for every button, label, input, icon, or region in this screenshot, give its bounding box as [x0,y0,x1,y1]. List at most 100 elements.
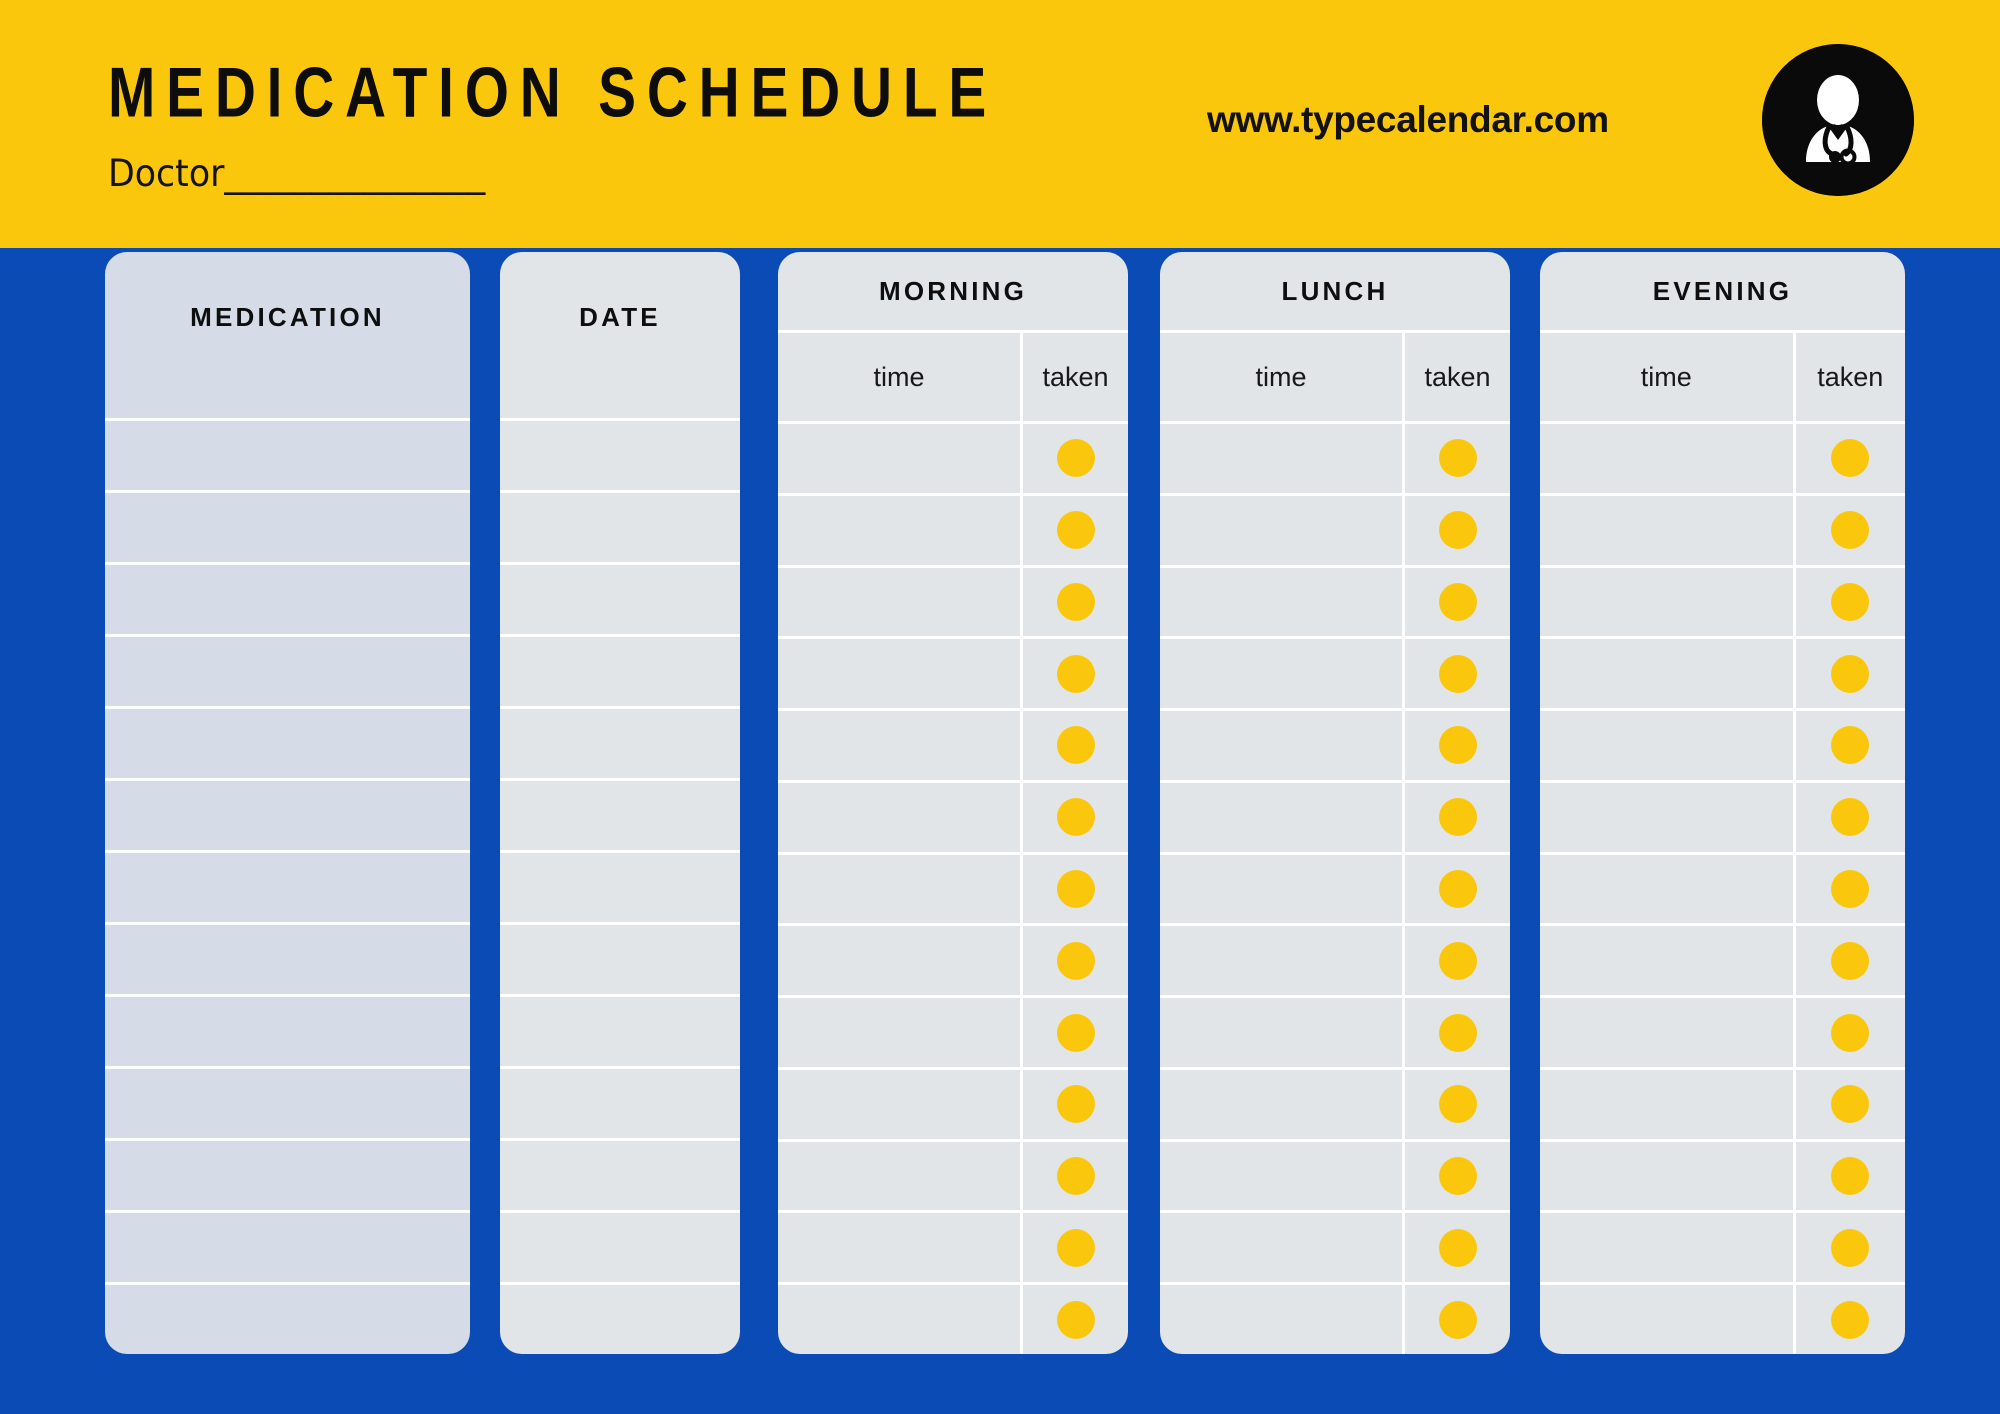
table-row[interactable] [778,995,1128,1067]
cell-evening-time[interactable] [1540,782,1796,852]
taken-dot-icon[interactable] [1438,1013,1477,1052]
taken-dot-icon[interactable] [1831,439,1870,478]
table-row[interactable] [1160,779,1510,852]
table-row[interactable] [105,850,470,922]
taken-dot-icon[interactable] [1438,941,1477,980]
table-row[interactable] [778,421,1128,493]
cell-lunch-time[interactable] [1160,639,1405,709]
cell-morning-time[interactable] [778,567,1023,637]
taken-dot-icon[interactable] [1831,726,1870,765]
cell-evening-time[interactable] [1540,926,1796,996]
taken-dot-icon[interactable] [1056,582,1095,621]
cell-lunch-taken[interactable] [1405,1070,1510,1139]
table-row[interactable] [105,922,470,994]
cell-evening-taken[interactable] [1796,1070,1906,1139]
table-row[interactable] [1160,1210,1510,1283]
taken-dot-icon[interactable] [1831,654,1870,693]
table-row[interactable] [105,1210,470,1282]
table-row[interactable] [500,850,740,922]
table-row[interactable] [1540,636,1905,709]
table-row[interactable] [105,634,470,706]
cell-lunch-time[interactable] [1160,1285,1405,1354]
table-row[interactable] [1540,923,1905,996]
cell-lunch-time[interactable] [1160,854,1405,924]
taken-dot-icon[interactable] [1056,439,1095,478]
cell-morning-taken[interactable] [1023,424,1128,493]
table-row[interactable] [105,1138,470,1210]
taken-dot-icon[interactable] [1438,1300,1477,1339]
cell-morning-taken[interactable] [1023,496,1128,565]
table-row[interactable] [1160,564,1510,637]
cell-date[interactable] [500,1285,740,1354]
cell-date[interactable] [500,925,740,994]
cell-date[interactable] [500,853,740,922]
cell-lunch-taken[interactable] [1405,1213,1510,1282]
table-row[interactable] [1540,708,1905,780]
cell-morning-taken[interactable] [1023,1070,1128,1139]
taken-dot-icon[interactable] [1438,869,1477,908]
table-row[interactable] [500,490,740,562]
table-row[interactable] [1540,995,1905,1067]
cell-medication[interactable] [105,853,470,922]
taken-dot-icon[interactable] [1438,1157,1477,1196]
table-row[interactable] [778,492,1128,565]
cell-morning-time[interactable] [778,854,1023,924]
cell-lunch-taken[interactable] [1405,855,1510,924]
cell-medication[interactable] [105,1285,470,1354]
cell-evening-time[interactable] [1540,998,1796,1067]
cell-morning-time[interactable] [778,1069,1023,1139]
cell-lunch-taken[interactable] [1405,783,1510,852]
table-row[interactable] [1160,995,1510,1067]
taken-dot-icon[interactable] [1056,869,1095,908]
table-row[interactable] [105,1066,470,1138]
taken-dot-icon[interactable] [1056,726,1095,765]
table-row[interactable] [1540,1066,1906,1139]
cell-morning-time[interactable] [778,495,1023,565]
cell-lunch-taken[interactable] [1405,639,1510,708]
cell-lunch-time[interactable] [1160,782,1405,852]
cell-lunch-taken[interactable] [1405,424,1510,493]
cell-evening-time[interactable] [1540,854,1796,924]
cell-morning-time[interactable] [778,1141,1023,1211]
taken-dot-icon[interactable] [1831,798,1870,837]
cell-morning-taken[interactable] [1023,1213,1128,1282]
cell-lunch-taken[interactable] [1405,926,1510,995]
cell-morning-taken[interactable] [1023,639,1128,708]
taken-dot-icon[interactable] [1831,511,1870,550]
table-row[interactable] [778,851,1128,924]
cell-medication[interactable] [105,637,470,706]
cell-evening-taken[interactable] [1796,1285,1906,1354]
taken-dot-icon[interactable] [1831,1157,1870,1196]
cell-date[interactable] [500,637,740,706]
cell-evening-taken[interactable] [1796,496,1906,565]
table-row[interactable] [500,1066,740,1138]
cell-morning-taken[interactable] [1023,711,1128,780]
table-row[interactable] [1160,923,1510,996]
table-row[interactable] [500,1210,740,1282]
table-row[interactable] [500,1138,740,1210]
table-row[interactable] [500,418,740,490]
cell-evening-time[interactable] [1540,424,1796,493]
cell-date[interactable] [500,1141,740,1210]
taken-dot-icon[interactable] [1056,1013,1095,1052]
cell-evening-taken[interactable] [1796,568,1906,637]
taken-dot-icon[interactable] [1438,1085,1477,1124]
cell-evening-time[interactable] [1540,495,1796,565]
cell-lunch-time[interactable] [1160,998,1405,1067]
cell-date[interactable] [500,493,740,562]
cell-date[interactable] [500,709,740,778]
cell-evening-time[interactable] [1540,1141,1796,1211]
cell-morning-time[interactable] [778,1285,1023,1354]
table-row[interactable] [1160,851,1510,924]
taken-dot-icon[interactable] [1831,1085,1870,1124]
taken-dot-icon[interactable] [1438,654,1477,693]
cell-lunch-time[interactable] [1160,711,1405,780]
table-row[interactable] [500,994,740,1066]
table-row[interactable] [778,923,1128,996]
table-row[interactable] [1160,1066,1510,1139]
table-row[interactable] [1160,636,1510,709]
cell-evening-time[interactable] [1540,711,1796,780]
cell-date[interactable] [500,565,740,634]
cell-lunch-time[interactable] [1160,926,1405,996]
cell-lunch-time[interactable] [1160,1213,1405,1283]
